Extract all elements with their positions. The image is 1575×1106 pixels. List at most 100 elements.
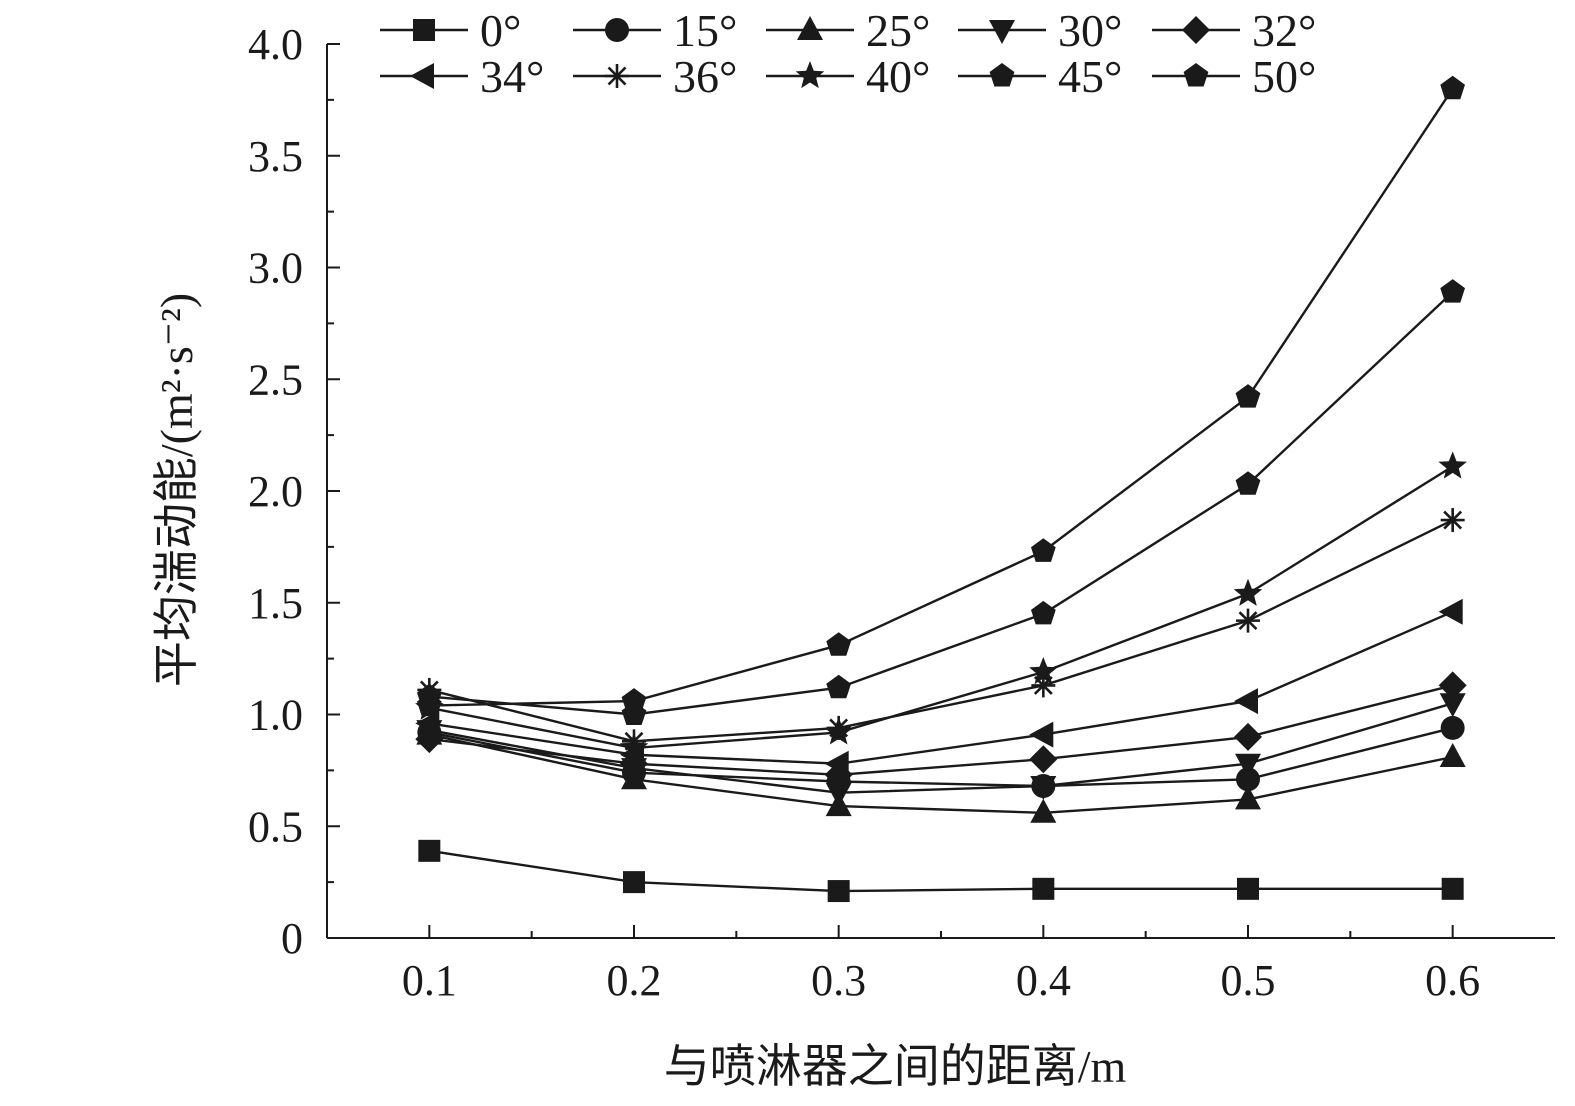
series-layer	[415, 75, 1467, 903]
series-7	[415, 451, 1467, 761]
marker-pentagon	[417, 692, 442, 717]
legend-item: 45°	[958, 51, 1122, 102]
series-line	[429, 88, 1454, 707]
marker-diamond	[1234, 722, 1262, 751]
marker-star	[824, 717, 853, 745]
marker-triangle-down	[825, 782, 852, 807]
y-axis-label: 平均湍动能/(m²·s⁻²)	[151, 293, 202, 687]
marker-circle	[1236, 767, 1260, 792]
legend-item: 15°	[573, 5, 737, 56]
legend-label: 30°	[1058, 5, 1122, 56]
marker-asterisk	[1236, 608, 1260, 633]
series-4	[415, 671, 1467, 789]
legend-label: 36°	[673, 51, 737, 102]
legend-item: 32°	[1152, 5, 1316, 56]
x-tick-label: 0.3	[811, 956, 866, 1005]
y-tick-label: 1.5	[248, 579, 303, 628]
series-8	[417, 279, 1465, 725]
marker-square	[418, 839, 441, 862]
marker-asterisk-stroke	[1238, 611, 1258, 631]
axes: 0 0.5 1.0 1.5 2.0 2.5 3.0 3.5 4.0 0.1 0.2 0.3 0.4 0.5…	[248, 20, 1555, 1005]
marker-star	[1438, 451, 1467, 479]
marker-star	[619, 733, 649, 761]
marker-pentagon	[1440, 279, 1465, 303]
marker-triangle-down	[1439, 693, 1466, 718]
marker-diamond	[1438, 671, 1467, 700]
marker-pentagon	[1235, 471, 1261, 495]
marker-asterisk-stroke	[607, 66, 627, 86]
x-tick-label: 0.6	[1425, 956, 1480, 1005]
marker-pentagon	[826, 674, 851, 699]
marker-star	[1233, 578, 1263, 606]
marker-triangle-up	[797, 16, 823, 40]
series-line	[429, 684, 1453, 777]
legend-item: 40°	[766, 51, 930, 102]
legend-label: 32°	[1252, 5, 1316, 56]
series-0	[418, 839, 1464, 903]
legend-item: 30°	[958, 5, 1122, 56]
marker-triangle-left	[410, 63, 434, 89]
x-tick-label: 0.4	[1016, 956, 1071, 1005]
series-line	[429, 465, 1454, 750]
marker-square	[827, 880, 850, 903]
x-tick-label: 0.5	[1221, 956, 1276, 1005]
marker-triangle-left	[824, 750, 849, 777]
series-6	[417, 508, 1465, 754]
legend-item: 25°	[766, 5, 930, 56]
marker-triangle-down	[1030, 776, 1057, 800]
marker-triangle-left	[415, 710, 440, 737]
marker-pentagon	[621, 688, 647, 712]
marker-triangle-up	[1235, 785, 1261, 810]
legend-label: 34°	[480, 51, 544, 102]
x-axis-label: 与喷淋器之间的距离/m	[664, 1041, 1127, 1092]
series-line	[429, 519, 1454, 743]
marker-pentagon	[989, 63, 1015, 87]
marker-star	[1029, 657, 1058, 685]
y-tick-label: 2.0	[248, 467, 303, 516]
marker-star	[795, 61, 825, 89]
y-tick-label: 3.0	[248, 244, 303, 293]
series-9	[417, 75, 1465, 717]
series-line	[429, 726, 1453, 788]
series-2	[416, 720, 1466, 823]
marker-triangle-up	[1030, 798, 1057, 823]
marker-diamond	[1029, 745, 1058, 774]
marker-square	[1441, 877, 1464, 900]
series-line	[429, 733, 1453, 815]
series-line	[429, 291, 1454, 716]
legend-item: 50°	[1152, 51, 1316, 102]
marker-triangle-down	[1235, 753, 1261, 778]
marker-square	[1032, 877, 1055, 900]
marker-pentagon	[1440, 75, 1465, 100]
marker-circle	[1440, 715, 1465, 740]
legend-label: 15°	[673, 5, 737, 56]
y-tick-label: 0.5	[248, 802, 303, 851]
legend-label: 40°	[866, 51, 930, 102]
marker-asterisk	[1440, 508, 1465, 533]
series-line	[429, 610, 1454, 765]
marker-square	[413, 19, 435, 41]
legend-item: 0°	[380, 5, 521, 56]
series-5	[415, 598, 1463, 777]
marker-pentagon	[1031, 600, 1056, 625]
legend-label: 0°	[480, 5, 521, 56]
series-line	[429, 702, 1454, 794]
x-tick-label: 0.2	[607, 956, 662, 1005]
y-tick-label: 0	[281, 914, 303, 963]
marker-triangle-down	[989, 20, 1015, 44]
y-tick-label: 4.0	[248, 20, 303, 69]
legend: 0° 15° 25° 30° 32° 34° 36° 40° 45° 50°	[380, 5, 1316, 102]
y-tick-label: 3.5	[248, 132, 303, 181]
marker-asterisk-stroke	[1443, 510, 1463, 530]
x-tick-label: 0.1	[402, 956, 457, 1005]
marker-pentagon	[826, 632, 851, 656]
marker-pentagon	[1183, 63, 1209, 87]
marker-triangle-left	[1029, 721, 1054, 748]
marker-pentagon	[1031, 538, 1056, 562]
series-line	[429, 849, 1453, 893]
marker-triangle-up	[1439, 743, 1466, 767]
legend-item: 36°	[573, 51, 737, 102]
legend-label: 25°	[866, 5, 930, 56]
marker-pentagon	[1235, 384, 1261, 408]
marker-square	[1237, 877, 1259, 900]
